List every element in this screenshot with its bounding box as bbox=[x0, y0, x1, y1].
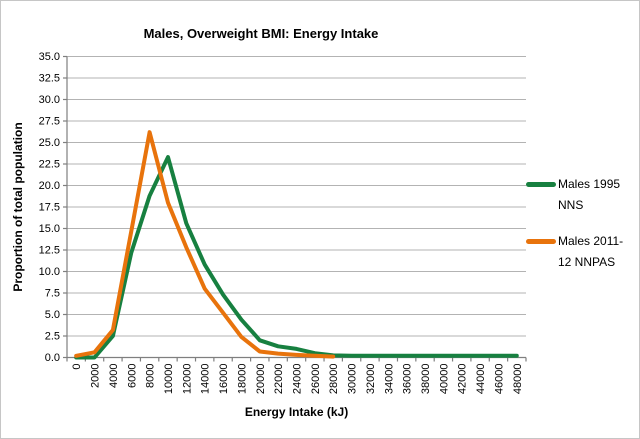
x-tick-label: 36000 bbox=[402, 364, 414, 395]
y-tick-label: 20.0 bbox=[39, 180, 60, 192]
y-tick-label: 7.5 bbox=[45, 288, 60, 300]
chart-title: Males, Overweight BMI: Energy Intake bbox=[143, 26, 379, 41]
x-tick-label: 30000 bbox=[347, 364, 359, 395]
x-tick-label: 22000 bbox=[273, 364, 285, 395]
y-tick-label: 17.5 bbox=[39, 202, 60, 214]
x-tick-label: 26000 bbox=[310, 364, 322, 395]
series-males-1995-nns[interactable] bbox=[74, 155, 519, 360]
y-tick-label: 25.0 bbox=[39, 137, 60, 149]
x-tick-label: 0 bbox=[71, 364, 83, 370]
y-tick-label: 5.0 bbox=[45, 309, 60, 321]
x-tick-label: 28000 bbox=[328, 364, 340, 395]
y-axis: 0.0 2.5 5.0 7.5 10.0 12.5 15.0 17.5 20.0 22.5 25.0… bbox=[39, 51, 68, 364]
y-tick-label: 30.0 bbox=[39, 94, 60, 106]
y-tick-label: 35.0 bbox=[39, 51, 60, 63]
x-tick-label: 6000 bbox=[126, 364, 138, 388]
x-tick-label: 40000 bbox=[438, 364, 450, 395]
x-axis: 0 2000 4000 6000 8000 10000 12000 14000 16000 180… bbox=[66, 356, 527, 395]
x-tick-label: 14000 bbox=[200, 364, 212, 395]
y-tick-label: 12.5 bbox=[39, 245, 60, 257]
x-tick-label: 18000 bbox=[236, 364, 248, 395]
x-tick-label: 12000 bbox=[181, 364, 193, 395]
legend-item-males-1995-nns[interactable]: Males 1995 NNS bbox=[526, 174, 638, 216]
x-tick-label: 16000 bbox=[218, 364, 230, 395]
legend-item-males-2011-12-nnpas[interactable]: Males 2011-12 NNPAS bbox=[526, 231, 638, 273]
y-axis-title: Proportion of total population bbox=[11, 122, 25, 292]
y-tick-label: 27.5 bbox=[39, 116, 60, 128]
x-tick-label: 34000 bbox=[383, 364, 395, 395]
x-tick-label: 2000 bbox=[90, 364, 102, 388]
x-tick-label: 20000 bbox=[255, 364, 267, 395]
x-tick-label: 8000 bbox=[145, 364, 157, 388]
y-tick-label: 0.0 bbox=[45, 352, 60, 364]
x-tick-label: 44000 bbox=[475, 363, 487, 394]
y-tick-label: 32.5 bbox=[39, 73, 60, 85]
x-tick-label: 42000 bbox=[457, 364, 469, 395]
x-tick-label: 46000 bbox=[493, 363, 505, 394]
x-tick-label: 38000 bbox=[420, 364, 432, 395]
x-tick-label: 48000 bbox=[512, 364, 524, 395]
y-tick-label: 15.0 bbox=[39, 223, 60, 235]
gridlines bbox=[67, 56, 526, 337]
y-tick-label: 22.5 bbox=[39, 159, 60, 171]
legend-swatch-green-line bbox=[526, 182, 556, 187]
y-tick-label: 2.5 bbox=[45, 331, 60, 343]
y-tick-label: 10.0 bbox=[39, 266, 60, 278]
x-tick-label: 32000 bbox=[365, 364, 377, 395]
x-axis-title: Energy Intake (kJ) bbox=[244, 405, 349, 419]
series-males-2011-12-nnpas[interactable] bbox=[74, 130, 336, 359]
legend: Males 1995 NNS Males 2011-12 NNPAS bbox=[526, 174, 638, 288]
x-tick-label: 10000 bbox=[163, 364, 175, 395]
legend-label: Males 2011-12 NNPAS bbox=[558, 234, 624, 269]
x-tick-label: 4000 bbox=[108, 364, 120, 388]
legend-swatch-orange-line bbox=[526, 239, 556, 244]
x-tick-label: 24000 bbox=[292, 364, 304, 395]
legend-label: Males 1995 NNS bbox=[558, 177, 621, 212]
